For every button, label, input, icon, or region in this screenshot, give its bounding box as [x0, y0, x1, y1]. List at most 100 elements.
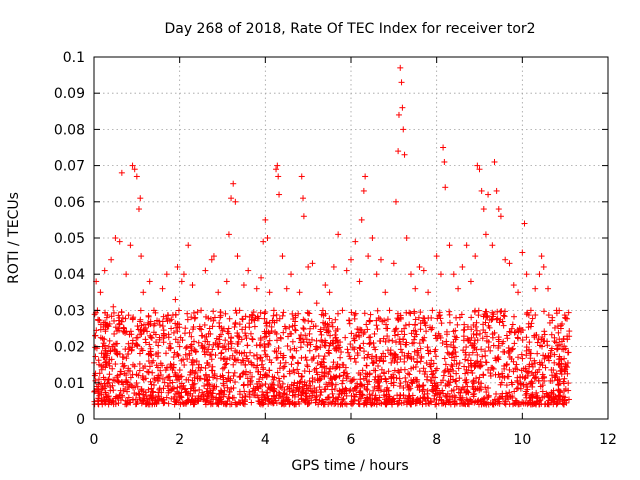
data-point: [416, 263, 423, 270]
data-point: [130, 314, 137, 321]
data-point: [299, 373, 306, 380]
data-point: [392, 332, 399, 339]
data-point: [456, 359, 463, 366]
data-point: [452, 378, 459, 385]
y-tick-label: 0.08: [54, 122, 85, 138]
data-point: [138, 253, 145, 260]
data-point: [239, 316, 246, 323]
data-point: [420, 365, 427, 372]
data-point: [165, 389, 172, 396]
data-point: [458, 311, 465, 318]
data-point: [295, 310, 302, 317]
data-point: [249, 373, 256, 380]
data-point: [275, 389, 282, 396]
data-point: [231, 323, 238, 330]
data-point: [281, 373, 288, 380]
data-point: [106, 362, 113, 369]
data-point: [511, 340, 518, 347]
data-point: [187, 390, 194, 397]
y-tick-label: 0.09: [54, 86, 85, 102]
data-point: [302, 354, 309, 361]
data-point: [412, 321, 419, 328]
data-point: [382, 375, 389, 382]
data-point: [325, 394, 332, 401]
y-tick-label: 0.1: [63, 50, 85, 66]
data-point: [274, 337, 281, 344]
data-point: [300, 316, 307, 323]
data-point: [548, 331, 555, 338]
data-point: [208, 351, 215, 358]
data-point: [301, 317, 308, 324]
data-point: [118, 309, 125, 316]
data-point: [392, 198, 399, 205]
data-point: [159, 323, 166, 330]
data-point: [562, 315, 569, 322]
data-point: [347, 400, 354, 407]
data-point: [373, 322, 380, 329]
data-point: [519, 249, 526, 256]
data-point: [180, 271, 187, 278]
data-point: [405, 370, 412, 377]
data-point: [494, 315, 501, 322]
data-point: [248, 399, 255, 406]
data-point: [337, 354, 344, 361]
data-point: [245, 267, 252, 274]
data-point: [339, 307, 346, 314]
data-point: [432, 353, 439, 360]
data-point: [394, 331, 401, 338]
data-point: [275, 173, 282, 180]
data-point: [414, 384, 421, 391]
data-point: [195, 339, 202, 346]
data-point: [134, 343, 141, 350]
data-point: [219, 365, 226, 372]
data-point: [161, 379, 168, 386]
data-point: [424, 373, 431, 380]
data-point: [401, 151, 408, 158]
data-point: [331, 386, 338, 393]
data-point: [201, 382, 208, 389]
data-point: [384, 333, 391, 340]
data-point: [436, 394, 443, 401]
data-point: [296, 289, 303, 296]
data-point: [504, 335, 511, 342]
data-point: [399, 349, 406, 356]
data-point: [115, 378, 122, 385]
data-point: [154, 364, 161, 371]
data-point: [298, 373, 305, 380]
data-point: [125, 340, 132, 347]
x-tick-label: 2: [175, 432, 184, 448]
data-point: [277, 360, 284, 367]
data-point: [261, 347, 268, 354]
data-point: [262, 344, 269, 351]
data-point: [322, 282, 329, 289]
data-point: [185, 376, 192, 383]
data-point: [405, 350, 412, 357]
data-point: [152, 331, 159, 338]
data-point: [541, 355, 548, 362]
data-point: [394, 359, 401, 366]
data-point: [332, 327, 339, 334]
data-point: [439, 387, 446, 394]
data-point: [351, 346, 358, 353]
data-point: [382, 289, 389, 296]
x-tick-label: 8: [432, 432, 441, 448]
data-point: [240, 282, 247, 289]
data-point: [511, 388, 518, 395]
data-point: [361, 354, 368, 361]
data-point: [545, 392, 552, 399]
data-point: [106, 337, 113, 344]
data-point: [172, 336, 179, 343]
data-point: [282, 359, 289, 366]
data-point: [223, 378, 230, 385]
data-point: [140, 289, 147, 296]
data-point: [174, 351, 181, 358]
data-point: [525, 368, 532, 375]
data-point: [230, 361, 237, 368]
data-point: [230, 372, 237, 379]
data-point: [202, 267, 209, 274]
data-point: [519, 355, 526, 362]
data-point: [165, 400, 172, 407]
data-point: [423, 360, 430, 367]
data-point: [218, 349, 225, 356]
data-point: [212, 352, 219, 359]
